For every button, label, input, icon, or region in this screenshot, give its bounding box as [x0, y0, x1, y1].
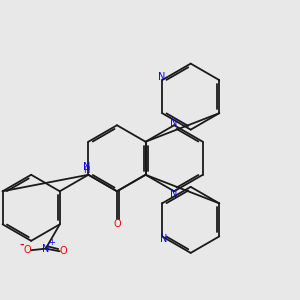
Text: N: N — [170, 118, 178, 128]
Text: N: N — [170, 189, 178, 199]
Text: H: H — [83, 166, 90, 175]
Text: -: - — [19, 240, 24, 250]
Text: O: O — [113, 219, 121, 229]
Text: N: N — [83, 161, 90, 172]
Text: O: O — [60, 246, 68, 256]
Text: N: N — [158, 73, 166, 82]
Text: +: + — [48, 238, 55, 247]
Text: N: N — [160, 234, 167, 244]
Text: O: O — [23, 245, 31, 255]
Text: N: N — [42, 244, 50, 254]
